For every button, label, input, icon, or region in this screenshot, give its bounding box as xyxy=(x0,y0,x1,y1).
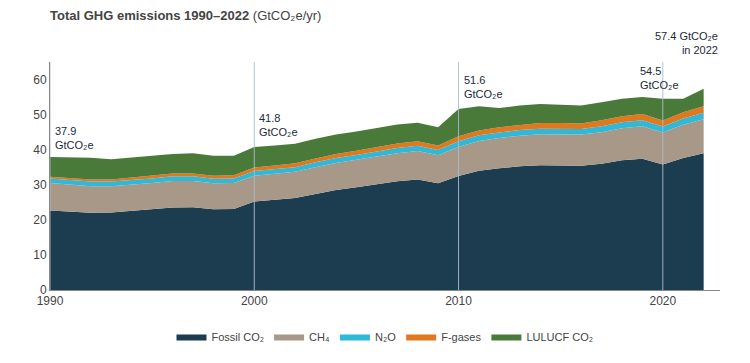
svg-text:54.5GtCO₂e: 54.5GtCO₂e xyxy=(640,65,679,91)
svg-text:20: 20 xyxy=(33,213,47,227)
svg-text:2020: 2020 xyxy=(649,294,676,308)
svg-text:60: 60 xyxy=(33,73,47,87)
svg-text:Total GHG emissions 1990–2022: Total GHG emissions 1990–2022 (GtCO₂e/yr… xyxy=(50,8,321,23)
svg-text:LULUCF CO₂: LULUCF CO₂ xyxy=(526,331,593,343)
svg-text:30: 30 xyxy=(33,178,47,192)
svg-text:CH₄: CH₄ xyxy=(309,331,330,343)
svg-text:51.6GtCO₂e: 51.6GtCO₂e xyxy=(464,74,503,100)
svg-text:1990: 1990 xyxy=(37,294,64,308)
svg-text:41.8GtCO₂e: 41.8GtCO₂e xyxy=(259,112,298,138)
svg-text:Fossil CO₂: Fossil CO₂ xyxy=(212,331,265,343)
svg-text:F-gases: F-gases xyxy=(441,331,481,343)
svg-text:2000: 2000 xyxy=(241,294,268,308)
svg-text:N₂O: N₂O xyxy=(375,331,396,343)
svg-text:37.9GtCO₂e: 37.9GtCO₂e xyxy=(55,125,94,151)
svg-text:57.4 GtCO₂ein 2022: 57.4 GtCO₂ein 2022 xyxy=(655,30,718,56)
svg-text:10: 10 xyxy=(33,248,47,262)
svg-text:40: 40 xyxy=(33,143,47,157)
svg-text:0: 0 xyxy=(40,283,47,297)
svg-text:50: 50 xyxy=(33,108,47,122)
svg-text:2010: 2010 xyxy=(445,294,472,308)
